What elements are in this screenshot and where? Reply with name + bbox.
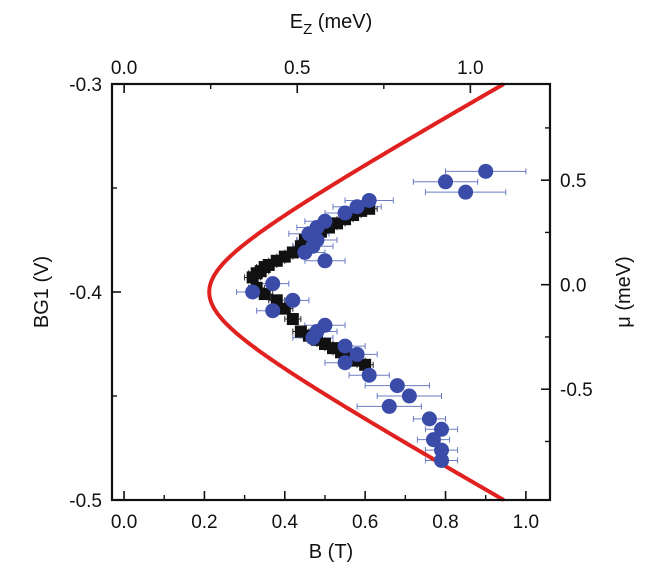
x-tick-label: 0.6 <box>352 512 378 533</box>
model-curve-layer <box>207 82 505 502</box>
top-axis-title-unit: (meV) <box>312 11 372 33</box>
data-point-circle <box>349 199 365 215</box>
y-axis-title: BG1 (V) <box>31 256 53 328</box>
data-point-circle <box>337 355 353 371</box>
data-point-circle <box>265 303 281 319</box>
x-axis-title: B (T) <box>309 541 353 563</box>
data-point-circle <box>265 276 281 292</box>
x-tick-label: 0.8 <box>432 512 458 533</box>
right-tick-label: 0.5 <box>560 171 586 192</box>
top-tick-label: 0.5 <box>284 58 310 79</box>
right-tick-label: 0.0 <box>560 276 586 297</box>
ticks <box>112 83 550 501</box>
top-axis-title-sub: Z <box>303 21 312 38</box>
data-point-circle <box>478 163 494 179</box>
data-point-circle <box>361 192 377 208</box>
plot-frame <box>110 82 552 502</box>
data-point-circle <box>337 205 353 221</box>
data-point-circle <box>401 388 417 404</box>
data-point-circle <box>337 338 353 354</box>
x-tick-label: 0.4 <box>272 512 299 533</box>
data-point-square <box>258 288 271 301</box>
top-axis-title-main: E <box>290 11 303 33</box>
circle-series <box>245 163 494 468</box>
model-curve <box>207 82 505 502</box>
data-point-circle <box>381 398 397 414</box>
data-point-circle <box>361 367 377 383</box>
data-point-circle <box>389 378 405 394</box>
data-point-square <box>286 313 299 326</box>
x-tick-label: 0.2 <box>191 512 217 533</box>
data-point-circle <box>305 330 321 346</box>
data-point-circle <box>438 174 454 190</box>
top-tick-label: 1.0 <box>457 58 483 79</box>
x-tick-label: 0.0 <box>111 512 137 533</box>
y-tick-label: -0.5 <box>69 491 102 512</box>
right-tick-label: -0.5 <box>560 380 593 401</box>
data-point-circle <box>245 284 261 300</box>
tick-labels: 0.0 0.2 0.4 0.6 0.8 1.0 -0.3 -0.4 -0.5 0.0 0.5 1.0 0… <box>69 58 593 533</box>
data-point-square <box>286 246 299 259</box>
data-point-circle <box>285 292 301 308</box>
y-tick-label: -0.4 <box>69 283 102 304</box>
data-point-circle <box>434 452 450 468</box>
right-axis-title: μ (meV) <box>613 256 635 328</box>
error-bars <box>236 168 527 464</box>
data-point-circle <box>317 253 333 269</box>
data-point-circle <box>434 421 450 437</box>
data-point-circle <box>458 184 474 200</box>
x-tick-label: 1.0 <box>513 512 539 533</box>
data-point-circle <box>297 244 313 260</box>
top-tick-label: 0.0 <box>111 58 137 79</box>
top-axis-title: EZ (meV) <box>290 11 373 38</box>
data-point-square <box>270 254 283 267</box>
data-point-circle <box>349 346 365 362</box>
data-point-circle <box>425 432 441 448</box>
y-tick-label: -0.3 <box>69 75 102 96</box>
data-point-circle <box>421 411 437 427</box>
data-point-circle <box>434 442 450 458</box>
